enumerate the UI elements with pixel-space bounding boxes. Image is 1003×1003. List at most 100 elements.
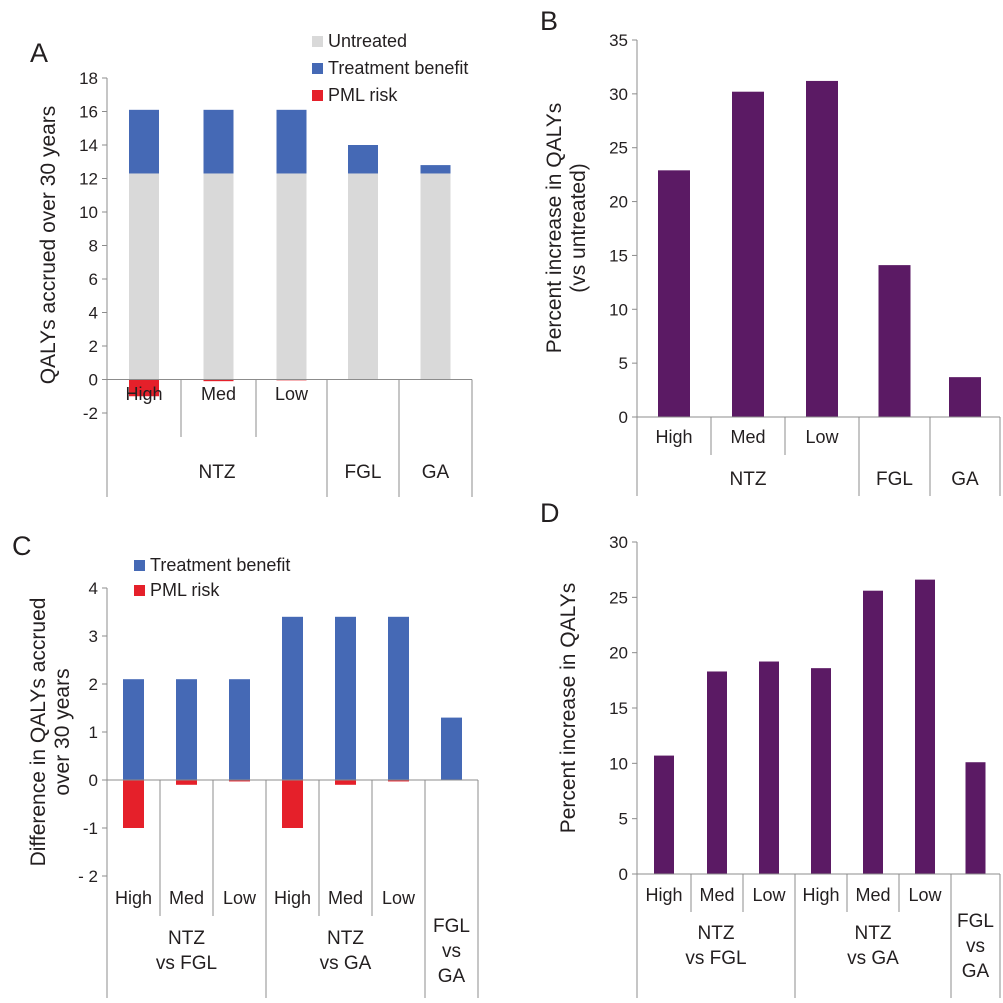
panel-c-y-tick-label: - 2 [78, 867, 98, 886]
panel-a-legend-label: PML risk [328, 85, 398, 105]
panel-b-group-label: NTZ [730, 469, 767, 490]
panel-d-category-label: Med [855, 885, 890, 905]
panel-c-bar-treatment-benefit [335, 616, 356, 780]
panel-c-y-tick-label: 2 [89, 675, 98, 694]
panel-a-bar-treatment-benefit [203, 109, 234, 174]
panel-a-legend-swatch [312, 63, 323, 74]
panel-a-bar-treatment-benefit [420, 165, 451, 174]
panel-a-group-label: NTZ [199, 462, 236, 483]
panel-d-y-tick-label: 10 [609, 754, 628, 773]
panel-a-y-tick-label: 4 [89, 304, 98, 323]
panel-b-y-tick-label: 0 [619, 408, 628, 427]
panel-b-y-tick-label: 15 [609, 246, 628, 265]
panel-d-bar [707, 671, 727, 874]
panel-b-y-tick-label: 25 [609, 139, 628, 158]
panel-c-group-label: FGL [433, 916, 470, 937]
panel-c-y-tick-label: 3 [89, 627, 98, 646]
panel-c-category-label: High [274, 888, 311, 908]
panel-b-letter: B [540, 6, 558, 36]
panel-a-legend-swatch [312, 90, 323, 101]
panel-c-bar-pml-risk [335, 780, 356, 785]
panel-d-y-tick-label: 20 [609, 644, 628, 663]
panel-b-y-axis-title: Percent increase in QALYs [543, 103, 566, 354]
panel-c-bar-pml-risk [123, 780, 144, 828]
panel-b-bar [949, 377, 981, 417]
panel-a-bar-untreated [420, 173, 451, 380]
panel-d-bar [811, 668, 831, 874]
panel-a-bar-untreated [203, 173, 234, 380]
panel-d-y-tick-label: 25 [609, 588, 628, 607]
panel-d-letter: D [540, 498, 560, 528]
panel-d-category-label: Low [908, 885, 942, 905]
panel-d-y-tick-label: 5 [619, 810, 628, 829]
panel-c-legend-label: Treatment benefit [150, 555, 290, 575]
panel-a-category-label: High [125, 384, 162, 404]
panel-d-bar [654, 755, 674, 874]
panel-c-group-label: vs GA [320, 953, 372, 974]
panel-c-legend-swatch [134, 560, 145, 571]
panel-c-bar-treatment-benefit [441, 717, 462, 780]
panel-b-bar [658, 170, 690, 417]
panel-a-legend-label: Untreated [328, 31, 407, 51]
panel-b-bar [878, 265, 911, 417]
panel-b-group-label: FGL [876, 469, 913, 490]
panel-a-group-label: GA [422, 462, 450, 483]
panel-b-category-label: High [655, 427, 692, 447]
panel-a-y-tick-label: 6 [89, 270, 98, 289]
panel-b-group-label: GA [951, 469, 979, 490]
panel-d-bar [759, 661, 779, 874]
panel-c-category-label: Low [382, 888, 416, 908]
panel-d-y-axis-title: Percent increase in QALYs [557, 583, 580, 834]
panel-d-bar [863, 590, 883, 874]
panel-b-y-tick-label: 35 [609, 31, 628, 50]
panel-c-bar-treatment-benefit [229, 679, 250, 780]
panel-b-bar [732, 91, 764, 418]
panel-a-y-tick-label: 8 [89, 237, 98, 256]
panel-a-group-label: FGL [345, 462, 382, 483]
panel-c-category-label: Low [223, 888, 257, 908]
panel-d-group-label: vs [966, 936, 985, 957]
panel-a-bar-treatment-benefit [276, 109, 307, 174]
panel-d-group-label: vs FGL [685, 948, 746, 969]
panel-b-bar [806, 80, 838, 417]
panel-a-y-tick-label: 16 [79, 103, 98, 122]
panel-c-bar-treatment-benefit [176, 679, 197, 780]
panel-c-bar-treatment-benefit [123, 679, 144, 780]
panel-d-group-label: FGL [957, 911, 994, 932]
panel-a-category-label: Low [275, 384, 309, 404]
panel-d-y-tick-label: 30 [609, 533, 628, 552]
panel-c-group-label: NTZ [168, 928, 205, 949]
panel-c-group-label: GA [438, 966, 466, 987]
panel-c-category-label: High [115, 888, 152, 908]
panel-a-letter: A [30, 38, 48, 68]
panel-c-y-axis-title: Difference in QALYs accrued [27, 598, 50, 867]
panel-a-y-tick-label: 14 [79, 136, 98, 155]
panel-b-y-tick-label: 20 [609, 193, 628, 212]
panel-a-bar-untreated [276, 173, 307, 380]
panel-a-y-tick-label: 10 [79, 203, 98, 222]
panel-c-group-label: vs FGL [156, 953, 217, 974]
panel-a-y-tick-label: 12 [79, 170, 98, 189]
panel-c-y-tick-label: 1 [89, 723, 98, 742]
panel-c-bar-treatment-benefit [282, 616, 303, 780]
panel-a-y-tick-label: 18 [79, 69, 98, 88]
panel-d-group-label: NTZ [855, 923, 892, 944]
panel-a-bar-untreated [348, 173, 378, 380]
panel-b-y-tick-label: 30 [609, 85, 628, 104]
panel-a-y-axis-title: QALYs accrued over 30 years [37, 106, 60, 385]
panel-c-y-tick-label: -1 [83, 819, 98, 838]
panel-a-y-tick-label: -2 [83, 404, 98, 423]
panel-d-bar [965, 762, 986, 874]
panel-b-y-tick-label: 5 [619, 354, 628, 373]
panel-a-bar-treatment-benefit [129, 109, 159, 174]
panel-a-legend-label: Treatment benefit [328, 58, 468, 78]
panel-a-category-label: Med [201, 384, 236, 404]
panel-d-category-label: Med [699, 885, 734, 905]
panel-c-group-label: NTZ [327, 928, 364, 949]
panel-c-legend-label: PML risk [150, 580, 220, 600]
panel-c-y-tick-label: 0 [89, 771, 98, 790]
panel-c-legend-swatch [134, 585, 145, 596]
panel-c-group-label: vs [442, 941, 461, 962]
panel-c-bar-treatment-benefit [388, 616, 409, 780]
